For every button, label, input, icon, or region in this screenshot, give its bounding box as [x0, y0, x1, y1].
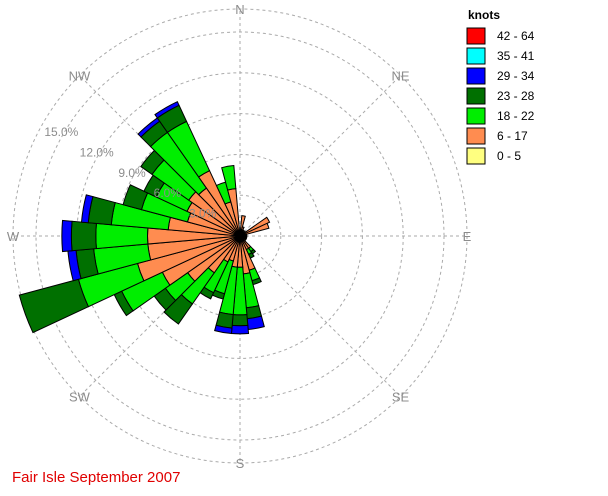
sector-190 — [214, 235, 241, 335]
direction-label: N — [235, 2, 244, 17]
grid-spoke — [239, 235, 401, 397]
sector-segment — [122, 184, 149, 211]
legend-swatch — [466, 47, 486, 65]
sector-240 — [113, 235, 241, 317]
legend-swatch — [466, 147, 486, 165]
legend-title: knots — [468, 8, 500, 22]
direction-label: SE — [392, 390, 410, 405]
legend-label: 29 - 34 — [497, 69, 535, 83]
legend-label: 35 - 41 — [497, 49, 535, 63]
direction-label: W — [7, 229, 20, 244]
ring-label: 15.0% — [44, 125, 78, 139]
sector-segment — [221, 165, 237, 191]
legend-swatch — [466, 127, 486, 145]
axis-labels: N NE E SE S SW W NW 3.0% 6.0% 9.0% 12.0%15.0% — [7, 2, 472, 471]
direction-label: NE — [391, 68, 409, 83]
sector-290 — [122, 184, 241, 237]
legend-label: 42 - 64 — [497, 29, 535, 43]
sector-320 — [137, 117, 241, 237]
wind-sectors — [18, 100, 271, 335]
ring-label: 9.0% — [118, 166, 146, 180]
sector-segment — [61, 219, 73, 253]
legend-label: 23 - 28 — [497, 89, 535, 103]
sector-segment — [70, 220, 97, 252]
grid-ring-outer — [12, 8, 468, 464]
sector-segment — [154, 100, 180, 119]
legend-swatch — [466, 87, 486, 105]
chart-title: Fair Isle September 2007 — [12, 469, 180, 486]
sector-220 — [163, 235, 241, 325]
legend-swatch — [466, 27, 486, 45]
legend-label: 6 - 17 — [497, 129, 528, 143]
direction-label: SW — [69, 390, 91, 405]
direction-label: NW — [69, 68, 91, 83]
legend-label: 0 - 5 — [497, 149, 521, 163]
direction-label: E — [463, 229, 472, 244]
direction-label: S — [236, 456, 245, 471]
sector-180 — [230, 235, 250, 335]
legend-swatch — [466, 107, 486, 125]
legend-label: 18 - 22 — [497, 109, 535, 123]
sector-segment — [18, 278, 90, 334]
grid-spoke — [239, 75, 401, 237]
sector-segment — [246, 315, 265, 331]
sector-350 — [221, 165, 241, 237]
sector-segment — [214, 324, 233, 335]
sector-segment — [230, 324, 250, 335]
speed-legend: knots 42 - 64 35 - 41 29 - 34 23 - 28 18 - 2… — [466, 8, 535, 165]
sector-70 — [239, 222, 270, 237]
sector-segment — [163, 293, 194, 325]
ring-label: 6.0% — [154, 186, 182, 200]
sector-250 — [18, 235, 241, 334]
sector-segment — [231, 314, 249, 327]
sector-segment — [240, 215, 246, 231]
ring-label: 12.0% — [80, 145, 114, 159]
legend-swatch — [466, 67, 486, 85]
ring-label: 3.0% — [189, 207, 217, 221]
sector-segment — [80, 194, 94, 224]
